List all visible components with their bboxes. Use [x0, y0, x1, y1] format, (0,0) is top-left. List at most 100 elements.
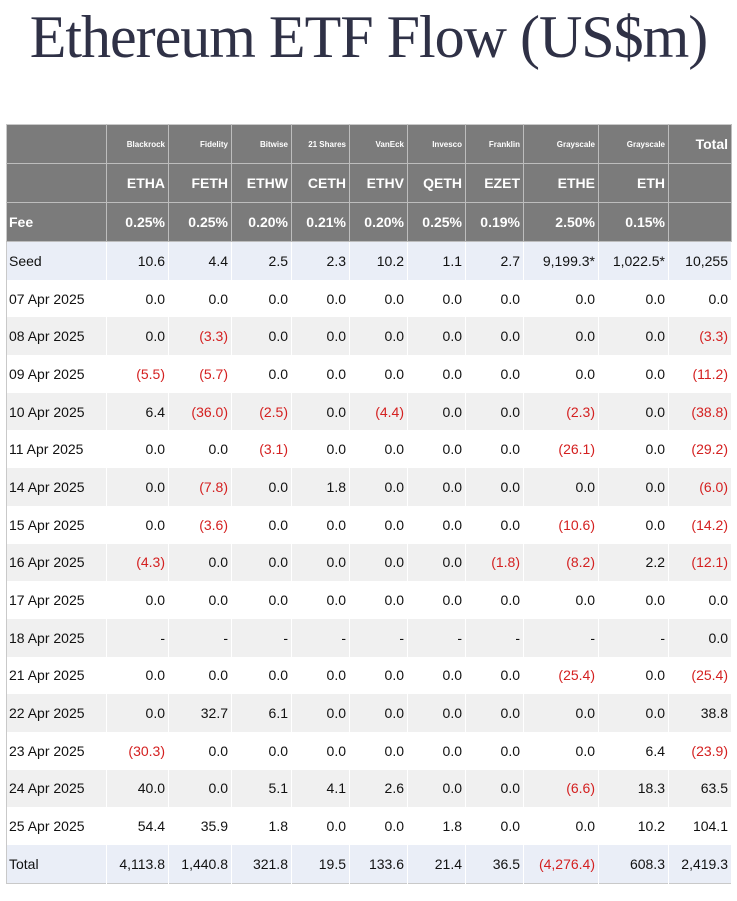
flow-cell: 0.0 [523, 279, 599, 318]
flow-cell: 0.0 [231, 317, 292, 356]
date-row: 18 Apr 2025- - - - - - - - -0.0 [6, 618, 732, 657]
row-total-cell: 38.8 [668, 694, 732, 732]
flow-cell: 608.3 [598, 845, 669, 884]
flow-cell: 1.1 [407, 241, 466, 280]
flow-cell: 0.0 [407, 468, 466, 506]
flow-cell: 0.0 [523, 807, 599, 845]
row-label: 24 Apr 2025 [6, 769, 107, 808]
flow-cell: 0.0 [465, 392, 524, 431]
ticker-header-row: ETHA FETH ETHW CETH ETHV QETH EZET ETHE … [6, 163, 732, 203]
fee-value: 0.15% [598, 202, 669, 242]
flow-cell: (5.7) [168, 355, 232, 393]
flow-cell: 0.0 [465, 505, 524, 544]
flow-cell: 0.0 [168, 581, 232, 619]
flow-cell: (4.3) [106, 543, 169, 582]
fee-label: Fee [6, 202, 107, 242]
flow-cell: 0.0 [523, 694, 599, 732]
flow-cell: - [465, 618, 524, 657]
flow-cell: 0.0 [407, 317, 466, 356]
flow-cell: 0.0 [349, 656, 408, 695]
flow-cell: 0.0 [106, 430, 169, 469]
flow-cell: 0.0 [349, 355, 408, 393]
page-title: Ethereum ETF Flow (US$m) [29, 4, 709, 70]
date-row: 08 Apr 2025 0.0 (3.3) 0.0 0.0 0.0 0.0 0.0 0.0 0.0… [6, 317, 732, 356]
flow-cell: (1.8) [465, 543, 524, 582]
flow-cell: 9,199.3* [523, 241, 599, 280]
flow-cell: 32.7 [168, 694, 232, 732]
flow-cell: 2.5 [231, 241, 292, 280]
row-label: 23 Apr 2025 [6, 731, 107, 770]
row-total-cell: 2,419.3 [668, 845, 732, 884]
flow-cell: 0.0 [231, 505, 292, 544]
flow-cell: 0.0 [349, 279, 408, 318]
fee-value: 0.20% [231, 202, 292, 242]
fee-total-cell [668, 202, 732, 242]
flow-cell: 0.0 [291, 279, 350, 318]
flow-cell: 0.0 [465, 731, 524, 770]
flow-cell: - [523, 618, 599, 657]
fee-value: 2.50% [523, 202, 599, 242]
flow-cell: 0.0 [407, 694, 466, 732]
flow-cell: 0.0 [168, 430, 232, 469]
flow-cell: 0.0 [407, 656, 466, 695]
flow-cell: 0.0 [106, 581, 169, 619]
row-label: Seed [6, 241, 107, 280]
flow-cell: 0.0 [231, 279, 292, 318]
flow-cell: 1.8 [407, 807, 466, 845]
flow-cell: (10.6) [523, 505, 599, 544]
flow-cell: 4.4 [168, 241, 232, 280]
date-row: 23 Apr 2025 (30.3) 0.0 0.0 0.0 0.0 0.0 0.0 0.0 6.… [6, 731, 732, 770]
row-label: 08 Apr 2025 [6, 317, 107, 356]
flow-table-body: Seed 10.6 4.4 2.5 2.3 10.2 1.1 2.7 9,199.3* 1,022… [6, 241, 732, 884]
date-row: 07 Apr 2025 0.0 0.0 0.0 0.0 0.0 0.0 0.0 0.0 0.0 0.… [6, 279, 732, 318]
flow-cell: 0.0 [598, 392, 669, 431]
flow-cell: 0.0 [407, 355, 466, 393]
flow-cell: 10.6 [106, 241, 169, 280]
flow-cell: 0.0 [349, 807, 408, 845]
flow-cell: 0.0 [291, 505, 350, 544]
row-total-cell: (11.2) [668, 355, 732, 393]
flow-cell: 0.0 [465, 656, 524, 695]
row-total-cell: (29.2) [668, 430, 732, 469]
flow-cell: (7.8) [168, 468, 232, 506]
flow-cell: 0.0 [349, 468, 408, 506]
issuer-header-row: Blackrock Fidelity Bitwise 21 Shares Van… [6, 124, 732, 164]
flow-cell: 133.6 [349, 845, 408, 884]
flow-cell: 0.0 [523, 317, 599, 356]
issuer-header: Grayscale [598, 124, 669, 164]
flow-cell: 0.0 [465, 581, 524, 619]
date-row: 15 Apr 2025 0.0 (3.6) 0.0 0.0 0.0 0.0 0.0 (10.6)… [6, 505, 732, 544]
flow-cell: 0.0 [291, 392, 350, 431]
row-total-cell: 10,255 [668, 241, 732, 280]
flow-cell: 0.0 [106, 279, 169, 318]
flow-cell: 2.3 [291, 241, 350, 280]
fee-value: 0.25% [168, 202, 232, 242]
row-total-cell: (38.8) [668, 392, 732, 431]
ticker-header: CETH [291, 163, 350, 203]
flow-cell: 4.1 [291, 769, 350, 808]
row-total-cell: (3.3) [668, 317, 732, 356]
row-total-cell: 63.5 [668, 769, 732, 808]
flow-cell: (3.3) [168, 317, 232, 356]
ticker-header: EZET [465, 163, 524, 203]
flow-cell: 0.0 [523, 581, 599, 619]
flow-cell: 0.0 [598, 317, 669, 356]
total-column-header: Total [668, 124, 732, 164]
flow-cell: - [349, 618, 408, 657]
flow-cell: 0.0 [598, 656, 669, 695]
ticker-total-cell [668, 163, 732, 203]
flow-cell: 0.0 [407, 769, 466, 808]
row-total-cell: 0.0 [668, 618, 732, 657]
row-total-cell: (12.1) [668, 543, 732, 582]
row-label: 11 Apr 2025 [6, 430, 107, 469]
ticker-header: QETH [407, 163, 466, 203]
row-label: 18 Apr 2025 [6, 618, 107, 657]
ticker-header: ETHE [523, 163, 599, 203]
flow-cell: 5.1 [231, 769, 292, 808]
flow-cell: 0.0 [231, 355, 292, 393]
flow-cell: 0.0 [168, 543, 232, 582]
flow-cell: 18.3 [598, 769, 669, 808]
flow-cell: 0.0 [465, 807, 524, 845]
flow-cell: 0.0 [291, 543, 350, 582]
flow-cell: 0.0 [465, 430, 524, 469]
